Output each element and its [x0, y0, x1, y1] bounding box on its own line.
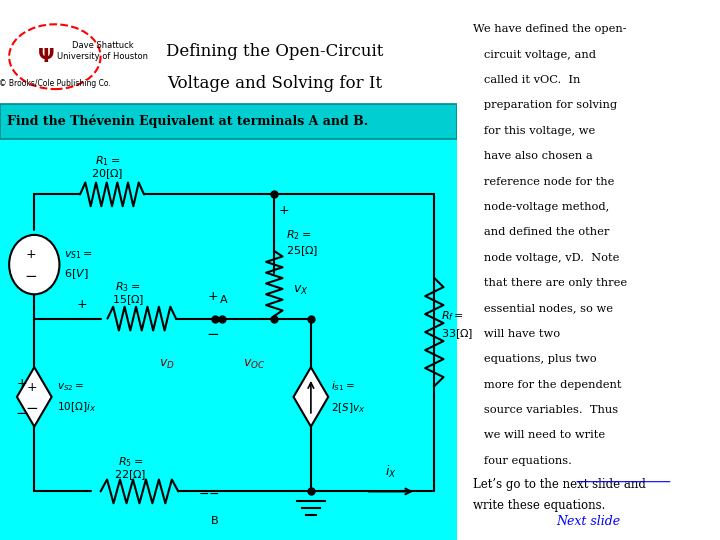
Text: preparation for solving: preparation for solving: [473, 100, 617, 111]
Text: circuit voltage, and: circuit voltage, and: [473, 50, 596, 60]
Text: −: −: [206, 327, 219, 342]
Text: $6[V]$: $6[V]$: [64, 267, 89, 281]
Text: B: B: [211, 516, 219, 526]
Text: +: +: [207, 291, 218, 303]
Text: $22[\Omega]$: $22[\Omega]$: [114, 468, 146, 482]
Text: $R_2=$: $R_2=$: [286, 228, 311, 242]
Text: four equations.: four equations.: [473, 456, 572, 466]
Circle shape: [9, 235, 60, 294]
Text: node-voltage method,: node-voltage method,: [473, 202, 609, 212]
Text: $i_{S1}=$: $i_{S1}=$: [331, 379, 356, 393]
Text: $R_3=$: $R_3=$: [115, 280, 140, 294]
Text: Voltage and Solving for It: Voltage and Solving for It: [167, 75, 382, 92]
Text: Dave Shattuck: Dave Shattuck: [72, 42, 134, 50]
Text: we will need to write: we will need to write: [473, 430, 605, 441]
Text: −: −: [198, 488, 209, 501]
Text: will have two: will have two: [473, 329, 560, 339]
Text: $v_X$: $v_X$: [292, 284, 308, 297]
Text: $33[\Omega]$: $33[\Omega]$: [441, 327, 474, 341]
Text: $2[S]v_X$: $2[S]v_X$: [331, 401, 366, 415]
Text: Defining the Open-Circuit: Defining the Open-Circuit: [166, 43, 383, 60]
Text: Find the Thévenin Equivalent at terminals A and B.: Find the Thévenin Equivalent at terminal…: [7, 115, 368, 128]
Text: more for the dependent: more for the dependent: [473, 380, 621, 390]
Text: Next slide: Next slide: [557, 515, 621, 528]
Text: $R_5=$: $R_5=$: [117, 455, 143, 469]
Text: A: A: [220, 295, 227, 305]
Text: $20[\Omega]$: $20[\Omega]$: [91, 167, 124, 181]
Bar: [0, 0, 457, 135]
Text: have also chosen a: have also chosen a: [473, 151, 593, 161]
Text: $10[\Omega]i_X$: $10[\Omega]i_X$: [57, 400, 96, 414]
Text: and defined the other: and defined the other: [473, 227, 609, 238]
Text: write these equations.: write these equations.: [473, 500, 606, 512]
Text: −: −: [209, 488, 219, 501]
Text: $15[\Omega]$: $15[\Omega]$: [112, 293, 144, 307]
Text: $i_X$: $i_X$: [385, 463, 397, 480]
Text: equations, plus two: equations, plus two: [473, 354, 597, 364]
Text: for this voltage, we: for this voltage, we: [473, 126, 595, 136]
Text: that there are only three: that there are only three: [473, 278, 627, 288]
Polygon shape: [294, 367, 328, 427]
Text: +: +: [279, 204, 289, 217]
Text: +: +: [77, 298, 88, 310]
Text: $v_{S2}=$: $v_{S2}=$: [57, 381, 84, 393]
Text: $R_f=$: $R_f=$: [441, 309, 464, 323]
Bar: [0, 139, 457, 540]
Bar: [0, 104, 457, 139]
Text: source variables.  Thus: source variables. Thus: [473, 405, 618, 415]
Text: $R_1=$: $R_1=$: [95, 154, 120, 168]
Text: essential nodes, so we: essential nodes, so we: [473, 303, 613, 314]
Text: $25[\Omega]$: $25[\Omega]$: [286, 244, 318, 258]
Text: We have defined the open-: We have defined the open-: [473, 24, 626, 35]
Text: +: +: [25, 248, 36, 261]
Text: called it vOC.  In: called it vOC. In: [473, 75, 580, 85]
Text: node voltage, vD.  Note: node voltage, vD. Note: [473, 253, 619, 263]
Text: −: −: [26, 401, 38, 416]
Polygon shape: [17, 367, 52, 427]
Text: $v_D$: $v_D$: [159, 358, 175, 371]
Text: $v_{S1}=$: $v_{S1}=$: [64, 249, 93, 261]
Text: University of Houston: University of Houston: [58, 52, 148, 61]
Text: +: +: [27, 381, 37, 394]
Text: $v_{OC}$: $v_{OC}$: [243, 358, 265, 371]
Text: Ψ: Ψ: [37, 47, 54, 66]
Text: +: +: [16, 377, 27, 390]
Text: reference node for the: reference node for the: [473, 177, 614, 187]
Text: © Brooks/Cole Publishing Co.: © Brooks/Cole Publishing Co.: [0, 79, 111, 88]
Text: −: −: [15, 406, 28, 421]
Text: −: −: [24, 269, 37, 284]
Text: Let’s go to the next slide and: Let’s go to the next slide and: [473, 478, 646, 491]
